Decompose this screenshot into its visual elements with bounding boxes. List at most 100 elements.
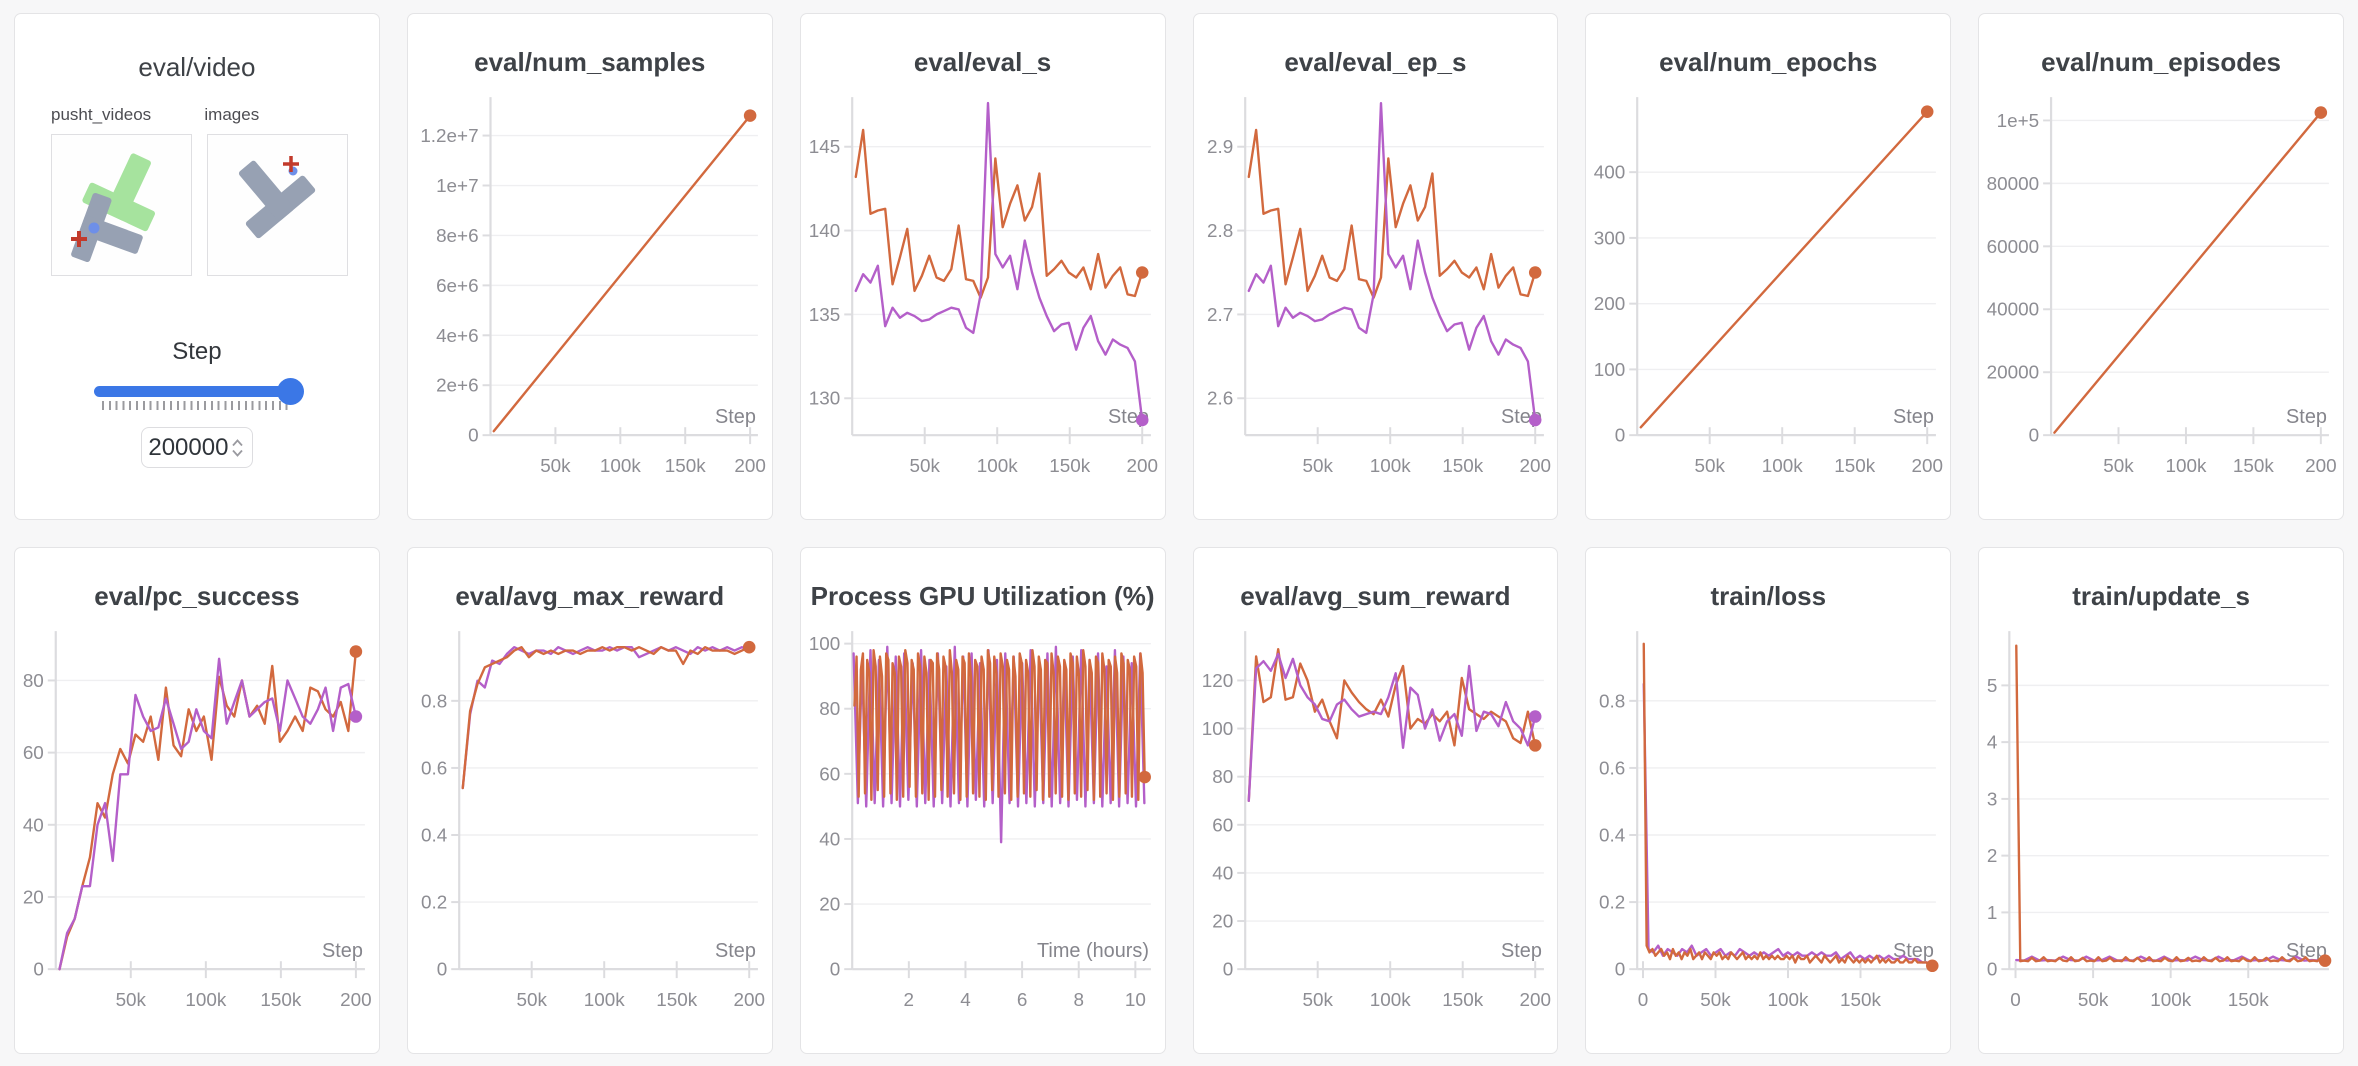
svg-text:200: 200 — [340, 990, 372, 1011]
chart-panel-train-loss[interactable]: train/loss 0 0.2 0.4 0.6 0.8 0 50k 100k 150k Step — [1585, 547, 1952, 1054]
latest-point-dot-orange — [1921, 105, 1934, 118]
chart-panel-eval-avg-sum-reward[interactable]: eval/avg_sum_reward 0 20 40 60 80 100 120 50k 10… — [1192, 547, 1559, 1054]
pusht-video-thumbnail[interactable] — [51, 134, 192, 276]
latest-point-dot-orange — [2318, 954, 2332, 967]
step-input-spinner[interactable] — [231, 438, 244, 457]
latest-point-dot-purple — [349, 710, 363, 723]
svg-text:4: 4 — [1987, 733, 1998, 754]
chart-panel-process-gpu-utilization[interactable]: Process GPU Utilization (%) 0 20 40 60 80 100… — [799, 547, 1166, 1054]
media-panel-title: eval/video — [138, 52, 256, 82]
svg-text:50k: 50k — [1302, 990, 1333, 1011]
svg-text:50k: 50k — [540, 456, 571, 477]
step-input[interactable] — [145, 433, 231, 462]
svg-text:4: 4 — [960, 990, 971, 1011]
svg-text:50k: 50k — [516, 990, 547, 1011]
latest-point-dot-orange — [1135, 266, 1149, 279]
media-key-images: images — [204, 105, 260, 124]
svg-text:100k: 100k — [185, 990, 226, 1011]
chart-title: Process GPU Utilization (%) — [810, 581, 1155, 611]
svg-text:100: 100 — [1201, 719, 1233, 740]
chart-plot[interactable]: 0 20 40 60 80 100 120 50k 100k 150k 200 Step — [1194, 626, 1558, 1028]
svg-text:8: 8 — [1073, 990, 1084, 1011]
media-thumbnails-row — [15, 134, 379, 276]
chevron-down-icon[interactable] — [231, 449, 244, 457]
chart-panel-eval-num-samples[interactable]: eval/num_samples 0 2e+6 4e+6 6e+6 8e+6 1e+7 1.… — [406, 13, 773, 520]
svg-text:Time (hours): Time (hours) — [1037, 940, 1149, 962]
latest-point-dot-orange — [1926, 959, 1939, 973]
svg-text:60: 60 — [23, 743, 44, 764]
svg-text:145: 145 — [808, 137, 840, 158]
media-panel-eval-video[interactable]: eval/video pusht_videos images — [14, 13, 380, 520]
chart-plot[interactable]: 0 100 200 300 400 50k 100k 150k 200 Step — [1586, 92, 1950, 494]
svg-text:100k: 100k — [1762, 456, 1803, 477]
svg-text:1e+7: 1e+7 — [436, 176, 479, 197]
chart-title: eval/avg_sum_reward — [1240, 581, 1511, 611]
svg-text:Step: Step — [1893, 406, 1934, 428]
chart-title: eval/num_episodes — [2041, 47, 2282, 77]
svg-text:50k: 50k — [1302, 456, 1333, 477]
gray-t-block — [238, 160, 316, 239]
chart-plot[interactable]: 0 20000 40000 60000 80000 1e+5 50k 100k 150k 200 S… — [1979, 92, 2343, 494]
latest-point-dot-orange — [1138, 770, 1151, 784]
chart-panel-train-update-s[interactable]: train/update_s 0 1 2 3 4 5 0 50k 100k 150k Step — [1978, 547, 2344, 1054]
images-thumbnail[interactable] — [207, 134, 348, 276]
chart-panel-eval-num-epochs[interactable]: eval/num_epochs 0 100 200 300 400 50k 100k 150k… — [1585, 13, 1952, 520]
svg-text:20: 20 — [819, 895, 840, 916]
svg-text:20000: 20000 — [1987, 363, 2040, 384]
svg-text:50k: 50k — [1695, 456, 1726, 477]
chart-panel-eval-eval-s[interactable]: eval/eval_s 130 135 140 145 50k 100k 150k 200 St… — [799, 13, 1166, 520]
latest-point-dot-purple — [1135, 413, 1149, 427]
svg-text:120: 120 — [1201, 671, 1233, 692]
svg-text:2.9: 2.9 — [1207, 137, 1233, 158]
chart-panel-eval-eval-ep-s[interactable]: eval/eval_ep_s 2.6 2.7 2.8 2.9 50k 100k 150k 20… — [1192, 13, 1559, 520]
series-line-orange — [852, 648, 1146, 802]
step-slider[interactable] — [93, 378, 304, 405]
svg-text:100k: 100k — [1768, 990, 1809, 1011]
chart-plot[interactable]: 0 0.2 0.4 0.6 0.8 50k 100k 150k 200 Step — [408, 626, 772, 1028]
svg-text:0.8: 0.8 — [1599, 691, 1625, 712]
svg-text:80: 80 — [1212, 767, 1233, 788]
svg-text:80000: 80000 — [1987, 174, 2040, 195]
step-input-box[interactable] — [140, 427, 253, 468]
svg-text:20: 20 — [1212, 911, 1233, 932]
series-line-orange — [2053, 111, 2323, 434]
chart-panel-eval-pc-success[interactable]: eval/pc_success 0 20 40 60 80 50k 100k 150k 200 S… — [14, 547, 380, 1054]
svg-text:0.6: 0.6 — [1599, 758, 1625, 779]
latest-point-dot-orange — [2314, 106, 2328, 119]
svg-text:2: 2 — [903, 990, 914, 1011]
series-line-orange — [854, 128, 1144, 299]
svg-text:0: 0 — [1638, 990, 1649, 1011]
svg-text:0: 0 — [437, 960, 448, 981]
chart-panel-eval-num-episodes[interactable]: eval/num_episodes 0 20000 40000 60000 80000 1… — [1978, 13, 2344, 520]
svg-text:100k: 100k — [976, 456, 1017, 477]
chart-panel-eval-avg-max-reward[interactable]: eval/avg_max_reward 0 0.2 0.4 0.6 0.8 50k 100k… — [406, 547, 773, 1054]
chart-plot[interactable]: 0 2e+6 4e+6 6e+6 8e+6 1e+7 1.2e+7 50k 100k 150k 20… — [408, 92, 772, 494]
svg-text:140: 140 — [808, 221, 840, 242]
step-slider-handle[interactable] — [276, 378, 304, 405]
chart-title: train/loss — [1710, 581, 1827, 611]
svg-text:4e+6: 4e+6 — [436, 326, 479, 347]
svg-text:50k: 50k — [909, 456, 940, 477]
svg-text:0: 0 — [1222, 960, 1233, 981]
svg-text:200: 200 — [1912, 456, 1944, 477]
chart-plot[interactable]: 0 20 40 60 80 100 2 4 6 8 10 Time (hours) — [801, 626, 1165, 1028]
svg-text:0.4: 0.4 — [1599, 825, 1625, 846]
chart-title: train/update_s — [2072, 581, 2250, 611]
svg-text:2: 2 — [1987, 846, 1998, 867]
chevron-up-icon[interactable] — [231, 438, 244, 447]
svg-text:2.8: 2.8 — [1207, 221, 1233, 242]
svg-text:150k: 150k — [656, 990, 697, 1011]
series-line-orange — [1247, 128, 1536, 299]
svg-text:1e+5: 1e+5 — [1997, 111, 2040, 132]
chart-plot[interactable]: 0 20 40 60 80 50k 100k 150k 200 Step — [15, 626, 379, 1028]
svg-text:200: 200 — [2305, 456, 2337, 477]
svg-text:8e+6: 8e+6 — [436, 226, 479, 247]
svg-text:100k: 100k — [2150, 990, 2191, 1011]
svg-text:0: 0 — [1615, 426, 1626, 447]
step-slider-track[interactable] — [93, 386, 300, 397]
svg-text:200: 200 — [1519, 990, 1551, 1011]
